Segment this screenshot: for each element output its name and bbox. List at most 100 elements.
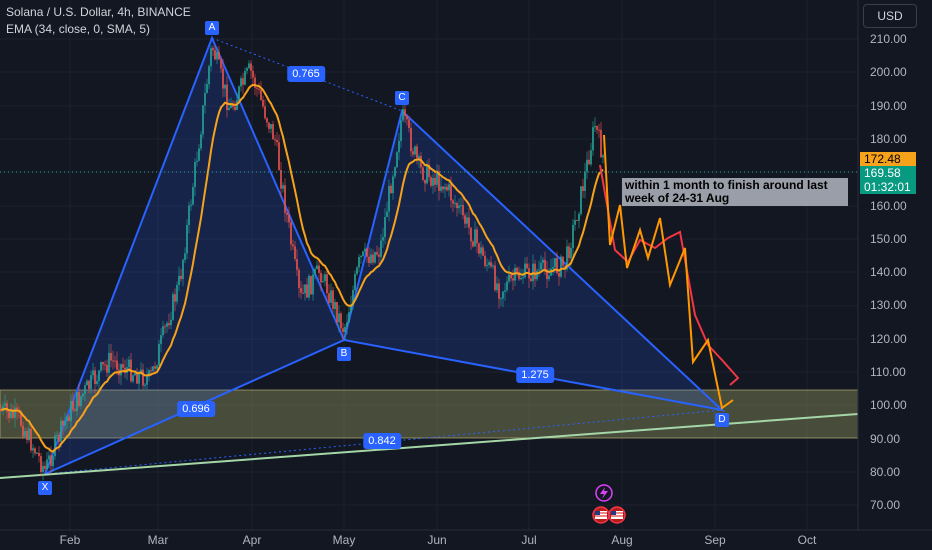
forecast-annotation[interactable]: within 1 month to finish around last wee…	[622, 178, 848, 206]
candle-body	[40, 456, 42, 473]
ratio-label-ac: 0.765	[287, 66, 325, 82]
candle-body	[214, 50, 216, 60]
candle-body	[168, 323, 170, 326]
candle-body	[506, 281, 508, 291]
candle-body	[588, 159, 590, 165]
candle-body	[200, 134, 202, 149]
candle-body	[534, 263, 536, 280]
candle-body	[486, 264, 488, 266]
candle-body	[0, 410, 2, 411]
time-tick-label: Jul	[521, 533, 537, 547]
candle-body	[576, 220, 578, 222]
candle-body	[58, 434, 60, 442]
candle-body	[216, 52, 218, 60]
candle-body	[350, 305, 352, 313]
candle-body	[116, 360, 118, 370]
time-tick-label: May	[332, 533, 356, 547]
candle-body	[244, 70, 246, 85]
candle-body	[434, 178, 436, 185]
candle-body	[256, 87, 258, 89]
candle-body	[414, 146, 416, 155]
candle-body	[320, 272, 322, 283]
candle-body	[196, 160, 198, 162]
candle-body	[572, 224, 574, 248]
candle-body	[106, 364, 108, 373]
point-x-label: X	[38, 481, 52, 495]
candle-body	[272, 124, 274, 140]
candle-body	[398, 141, 400, 153]
candle-body	[582, 186, 584, 191]
candle-body	[164, 326, 166, 328]
candle-body	[348, 312, 350, 323]
candle-body	[78, 392, 80, 407]
candle-body	[94, 370, 96, 385]
candle-body	[492, 265, 494, 267]
price-tick-label: 180.00	[870, 131, 907, 146]
candle-body	[292, 244, 294, 247]
candle-body	[466, 217, 468, 224]
candle-body	[174, 294, 176, 302]
candle-body	[374, 252, 376, 263]
candle-body	[102, 362, 104, 365]
symbol-title[interactable]: Solana / U.S. Dollar, 4h, BINANCE	[6, 5, 191, 19]
time-tick-label: Mar	[147, 533, 169, 547]
currency-button[interactable]: USD	[863, 4, 917, 28]
candle-body	[184, 253, 186, 260]
candle-body	[504, 290, 506, 292]
candle-body	[432, 178, 434, 186]
price-tick-label: 130.00	[870, 298, 907, 313]
candle-body	[96, 381, 98, 385]
candle-body	[542, 259, 544, 263]
candle-body	[344, 326, 346, 332]
candle-body	[128, 359, 130, 368]
candle-body	[394, 167, 396, 177]
candle-body	[104, 364, 106, 366]
candle-body	[548, 275, 550, 280]
candle-body	[188, 205, 190, 225]
candle-body	[202, 105, 204, 135]
candle-body	[160, 335, 162, 344]
candle-body	[510, 274, 512, 279]
candle-body	[192, 186, 194, 205]
lightning-icon[interactable]	[595, 484, 613, 502]
candle-body	[136, 373, 138, 384]
candle-body	[562, 256, 564, 266]
candle-body	[304, 284, 306, 294]
price-tick-label: 190.00	[870, 98, 907, 113]
time-tick-label: Aug	[611, 533, 633, 547]
candle-body	[390, 185, 392, 194]
candle-body	[46, 459, 48, 469]
candle-body	[544, 259, 546, 270]
candle-body	[570, 247, 572, 259]
projection-path-orange[interactable]	[603, 134, 734, 410]
candle-body	[496, 283, 498, 291]
candle-body	[212, 48, 214, 51]
candle-body	[530, 278, 532, 282]
candle-body	[370, 254, 372, 263]
candle-body	[108, 352, 110, 373]
candle-body	[362, 251, 364, 256]
candle-body	[284, 185, 286, 213]
candle-body	[388, 185, 390, 212]
indicator-legend[interactable]: EMA (34, close, 0, SMA, 5)	[6, 22, 151, 36]
candle-body	[182, 259, 184, 280]
candle-body	[112, 360, 114, 362]
candle-body	[490, 262, 492, 267]
candle-body	[468, 217, 470, 228]
us-flag-icon[interactable]	[592, 506, 626, 524]
candle-body	[556, 258, 558, 273]
candle-body	[386, 211, 388, 218]
candle-body	[278, 142, 280, 171]
candle-body	[600, 129, 602, 158]
candle-body	[84, 385, 86, 394]
candle-body	[584, 171, 586, 191]
candle-body	[228, 107, 230, 111]
candle-body	[332, 290, 334, 310]
current-price-value: 169.58	[864, 166, 901, 180]
candle-body	[594, 126, 596, 128]
candle-body	[364, 248, 366, 252]
candle-body	[134, 373, 136, 376]
candle-body	[258, 88, 260, 90]
candle-body	[578, 213, 580, 221]
